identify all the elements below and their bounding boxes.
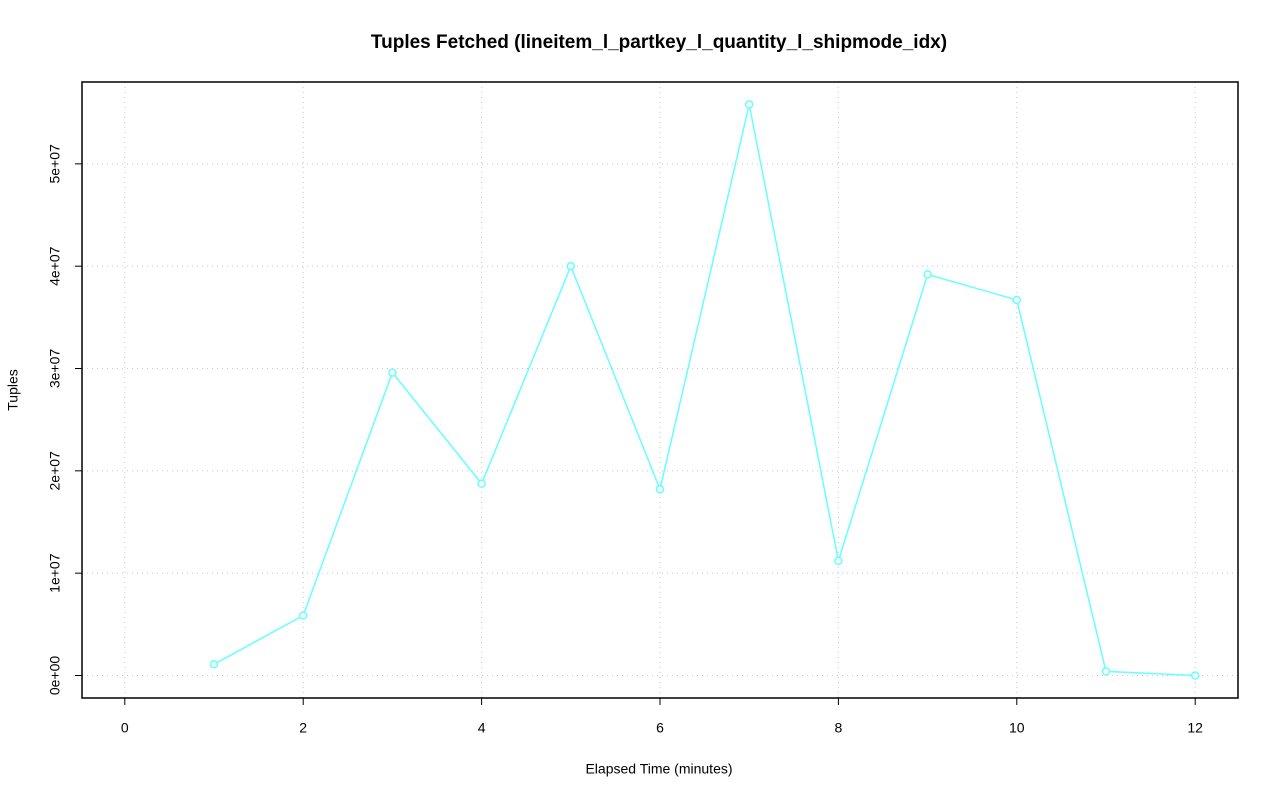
y-tick-label: 4e+07 xyxy=(47,246,63,286)
chart-title: Tuples Fetched (lineitem_l_partkey_l_qua… xyxy=(371,32,947,53)
y-tick-label: 3e+07 xyxy=(47,349,63,389)
data-point xyxy=(566,261,576,271)
y-axis-title: Tuples xyxy=(5,369,21,411)
data-point xyxy=(388,368,397,377)
plot-frame xyxy=(81,81,1239,699)
x-tick-label: 8 xyxy=(834,720,842,736)
x-tick-label: 4 xyxy=(478,720,486,736)
y-tick-label: 1e+07 xyxy=(47,553,63,593)
x-tick-label: 10 xyxy=(1009,720,1025,736)
y-tick-label: 5e+07 xyxy=(47,144,63,184)
x-tick-label: 2 xyxy=(299,720,307,736)
data-point xyxy=(209,659,219,669)
data-point xyxy=(1012,295,1022,305)
data-point xyxy=(1101,667,1111,676)
data-point xyxy=(1190,671,1200,680)
data-point xyxy=(477,479,486,488)
data-point xyxy=(655,485,665,494)
x-tick-label: 0 xyxy=(121,720,129,736)
y-tick-label: 0e+00 xyxy=(47,656,63,696)
data-point xyxy=(298,611,308,620)
data-point xyxy=(923,270,932,279)
data-point xyxy=(834,556,843,566)
data-line xyxy=(213,104,1196,677)
x-axis-title: Elapsed Time (minutes) xyxy=(585,761,732,777)
data-point xyxy=(744,100,754,109)
x-tick-label: 6 xyxy=(656,720,664,736)
x-tick-label: 12 xyxy=(1187,720,1203,736)
y-tick-label: 2e+07 xyxy=(47,451,63,491)
